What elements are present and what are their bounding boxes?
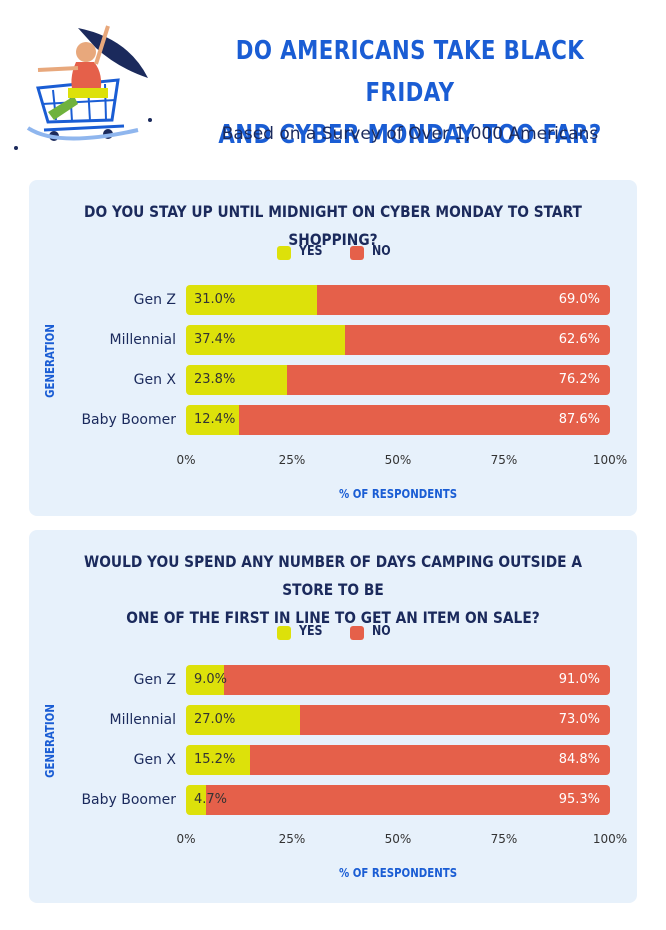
page-subtitle: Based on a Survey of Over 1,000 American… bbox=[221, 124, 599, 144]
data-label-no: 91.0% bbox=[558, 672, 600, 687]
chart-2-question-line-2: ONE OF THE FIRST IN LINE TO GET AN ITEM … bbox=[126, 608, 540, 627]
category-label: Gen Z bbox=[133, 672, 176, 688]
chart-panel-1: DO YOU STAY UP UNTIL MIDNIGHT ON CYBER M… bbox=[29, 180, 637, 516]
legend-yes-label: YES bbox=[299, 244, 323, 259]
data-label-no: 87.6% bbox=[558, 412, 600, 427]
x-tick-label: 25% bbox=[278, 453, 306, 467]
bar-row: 23.8% 76.2% bbox=[186, 365, 610, 395]
shopper-figure-icon bbox=[37, 25, 148, 120]
category-label: Baby Boomer bbox=[81, 792, 176, 808]
bar-yes bbox=[186, 365, 287, 395]
bar-yes bbox=[186, 285, 318, 315]
chart-2-question-line-1: WOULD YOU SPEND ANY NUMBER OF DAYS CAMPI… bbox=[84, 552, 582, 599]
chart-2-legend: YES NO bbox=[29, 623, 637, 643]
legend-no-label: NO bbox=[372, 244, 391, 259]
x-tick-label: 0% bbox=[176, 832, 196, 846]
x-tick-label: 50% bbox=[384, 453, 412, 467]
bar-no bbox=[344, 325, 610, 355]
legend-no-swatch bbox=[350, 626, 364, 640]
x-tick-label: 25% bbox=[278, 832, 306, 846]
shopping-cart-illustration bbox=[14, 25, 152, 150]
bar-yes bbox=[186, 705, 301, 735]
legend-yes-swatch bbox=[277, 626, 291, 640]
bar-no bbox=[300, 705, 610, 735]
x-tick-label: 100% bbox=[592, 832, 628, 846]
data-label-yes: 9.0% bbox=[194, 672, 228, 687]
bar-row: 12.4% 87.6% bbox=[186, 405, 610, 435]
bar-row: 27.0% 73.0% bbox=[186, 705, 610, 735]
bar-row: 37.4% 62.6% bbox=[186, 325, 610, 355]
x-tick-label: 0% bbox=[176, 453, 196, 467]
bar-no bbox=[238, 405, 610, 435]
x-tick-label: 75% bbox=[490, 453, 518, 467]
data-label-yes: 15.2% bbox=[194, 752, 236, 767]
legend-yes-label: YES bbox=[299, 624, 323, 639]
bar-no bbox=[205, 785, 610, 815]
shopping-cart-icon bbox=[26, 78, 139, 141]
chart-2-x-axis-title: % OF RESPONDENTS bbox=[338, 866, 458, 880]
data-label-no: 69.0% bbox=[558, 292, 600, 307]
category-label: Millennial bbox=[109, 332, 176, 348]
data-label-yes: 27.0% bbox=[194, 712, 236, 727]
legend-yes-swatch bbox=[277, 246, 291, 260]
legend-no-label: NO bbox=[372, 624, 391, 639]
data-label-yes: 37.4% bbox=[194, 332, 236, 347]
bar-no bbox=[286, 365, 610, 395]
data-label-no: 76.2% bbox=[558, 372, 600, 387]
category-label: Millennial bbox=[109, 712, 176, 728]
title-line-1: DO AMERICANS TAKE BLACK FRIDAY bbox=[235, 36, 585, 108]
data-label-yes: 4.7% bbox=[194, 792, 228, 807]
page-title: DO AMERICANS TAKE BLACK FRIDAY AND CYBER… bbox=[213, 30, 607, 156]
bar-no bbox=[224, 665, 610, 695]
bar-no bbox=[317, 285, 610, 315]
data-label-no: 73.0% bbox=[558, 712, 600, 727]
chart-1-legend: YES NO bbox=[29, 243, 637, 263]
bar-yes bbox=[186, 665, 225, 695]
category-label: Gen X bbox=[133, 372, 176, 388]
bar-row: 4.7% 95.3% bbox=[186, 785, 610, 815]
category-label: Gen Z bbox=[133, 292, 176, 308]
data-label-no: 95.3% bbox=[558, 792, 600, 807]
category-label: Baby Boomer bbox=[81, 412, 176, 428]
data-label-yes: 31.0% bbox=[194, 292, 236, 307]
bar-yes bbox=[186, 745, 251, 775]
bar-no bbox=[250, 745, 610, 775]
bar-row: 31.0% 69.0% bbox=[186, 285, 610, 315]
data-label-yes: 12.4% bbox=[194, 412, 236, 427]
data-label-no: 62.6% bbox=[558, 332, 600, 347]
chart-2-plot: Gen Z 9.0% 91.0% Millennial 27.0% 73.0% Gen X 1… bbox=[29, 530, 637, 903]
category-label: Gen X bbox=[133, 752, 176, 768]
bar-yes bbox=[186, 785, 206, 815]
chart-1-x-axis-title: % OF RESPONDENTS bbox=[338, 487, 458, 501]
bar-yes bbox=[186, 325, 345, 355]
bar-row: 9.0% 91.0% bbox=[186, 665, 610, 695]
chart-1-plot: Gen Z 31.0% 69.0% Millennial 37.4% 62.6% Gen X… bbox=[29, 180, 637, 516]
bar-yes bbox=[186, 405, 239, 435]
chart-panel-2: WOULD YOU SPEND ANY NUMBER OF DAYS CAMPI… bbox=[29, 530, 637, 903]
x-tick-label: 100% bbox=[592, 453, 628, 467]
chart-1-question: DO YOU STAY UP UNTIL MIDNIGHT ON CYBER M… bbox=[84, 202, 582, 249]
x-tick-label: 75% bbox=[490, 832, 518, 846]
x-tick-label: 50% bbox=[384, 832, 412, 846]
legend-no-swatch bbox=[350, 246, 364, 260]
title-line-2: AND CYBER MONDAY TOO FAR? bbox=[218, 120, 602, 150]
chart-2-question: WOULD YOU SPEND ANY NUMBER OF DAYS CAMPI… bbox=[72, 548, 595, 632]
bar-row: 15.2% 84.8% bbox=[186, 745, 610, 775]
data-label-no: 84.8% bbox=[558, 752, 600, 767]
data-label-yes: 23.8% bbox=[194, 372, 236, 387]
